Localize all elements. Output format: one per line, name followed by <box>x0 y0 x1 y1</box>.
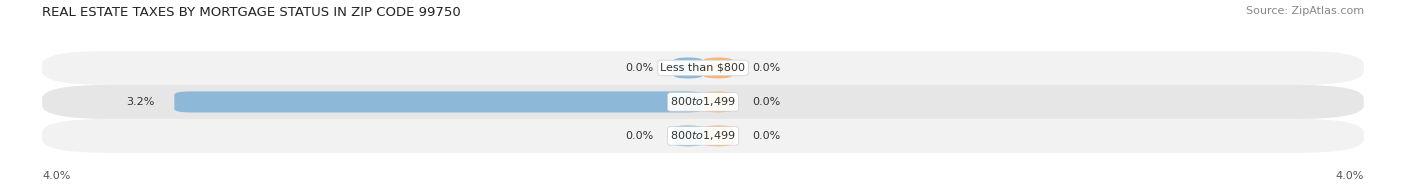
FancyBboxPatch shape <box>703 125 733 146</box>
Text: 0.0%: 0.0% <box>626 131 654 141</box>
FancyBboxPatch shape <box>42 119 1364 153</box>
FancyBboxPatch shape <box>673 125 703 146</box>
Text: $800 to $1,499: $800 to $1,499 <box>671 129 735 142</box>
FancyBboxPatch shape <box>703 57 733 78</box>
Text: Source: ZipAtlas.com: Source: ZipAtlas.com <box>1246 6 1364 16</box>
FancyBboxPatch shape <box>42 85 1364 119</box>
FancyBboxPatch shape <box>42 51 1364 85</box>
Text: 0.0%: 0.0% <box>626 63 654 73</box>
Text: 0.0%: 0.0% <box>752 63 780 73</box>
Text: 4.0%: 4.0% <box>1336 171 1364 181</box>
FancyBboxPatch shape <box>174 91 703 113</box>
Text: 0.0%: 0.0% <box>752 97 780 107</box>
Text: $800 to $1,499: $800 to $1,499 <box>671 95 735 108</box>
FancyBboxPatch shape <box>703 91 733 113</box>
Text: REAL ESTATE TAXES BY MORTGAGE STATUS IN ZIP CODE 99750: REAL ESTATE TAXES BY MORTGAGE STATUS IN … <box>42 6 461 19</box>
Text: 4.0%: 4.0% <box>42 171 70 181</box>
FancyBboxPatch shape <box>673 57 703 78</box>
Text: 3.2%: 3.2% <box>127 97 155 107</box>
Text: 0.0%: 0.0% <box>752 131 780 141</box>
Text: Less than $800: Less than $800 <box>661 63 745 73</box>
